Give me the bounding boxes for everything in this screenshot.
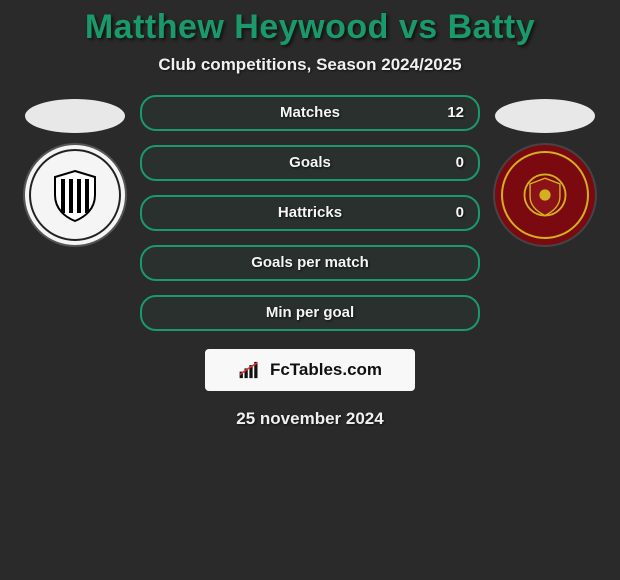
stat-bar-goals: Goals 0: [140, 145, 480, 181]
stats-bars: Matches 12 Goals 0 Hattricks 0 Goals per…: [140, 95, 480, 331]
team-badge-right: [493, 143, 597, 247]
watermark: FcTables.com: [205, 349, 415, 391]
page-title: Matthew Heywood vs Batty: [0, 8, 620, 47]
crest-icon: [517, 167, 573, 223]
left-player-col: [20, 95, 130, 247]
stat-label: Matches: [280, 104, 340, 121]
footer-date: 25 november 2024: [0, 409, 620, 429]
right-player-col: [490, 95, 600, 247]
team-badge-left: [23, 143, 127, 247]
stat-bar-goals-per-match: Goals per match: [140, 245, 480, 281]
player-photo-placeholder-right: [495, 99, 595, 133]
stats-card: Matthew Heywood vs Batty Club competitio…: [0, 8, 620, 580]
stat-value: 12: [447, 97, 464, 129]
main-row: Matches 12 Goals 0 Hattricks 0 Goals per…: [0, 95, 620, 331]
shield-stripes-icon: [45, 165, 105, 225]
stat-bar-min-per-goal: Min per goal: [140, 295, 480, 331]
player-photo-placeholder-left: [25, 99, 125, 133]
stat-bar-hattricks: Hattricks 0: [140, 195, 480, 231]
stat-label: Goals per match: [251, 254, 369, 271]
stat-label: Goals: [289, 154, 331, 171]
bar-chart-icon: [238, 360, 264, 380]
stat-bar-matches: Matches 12: [140, 95, 480, 131]
watermark-text: FcTables.com: [270, 360, 382, 380]
stat-value: 0: [456, 147, 464, 179]
stat-value: 0: [456, 197, 464, 229]
stat-label: Min per goal: [266, 304, 354, 321]
subtitle: Club competitions, Season 2024/2025: [0, 55, 620, 75]
stat-label: Hattricks: [278, 204, 342, 221]
